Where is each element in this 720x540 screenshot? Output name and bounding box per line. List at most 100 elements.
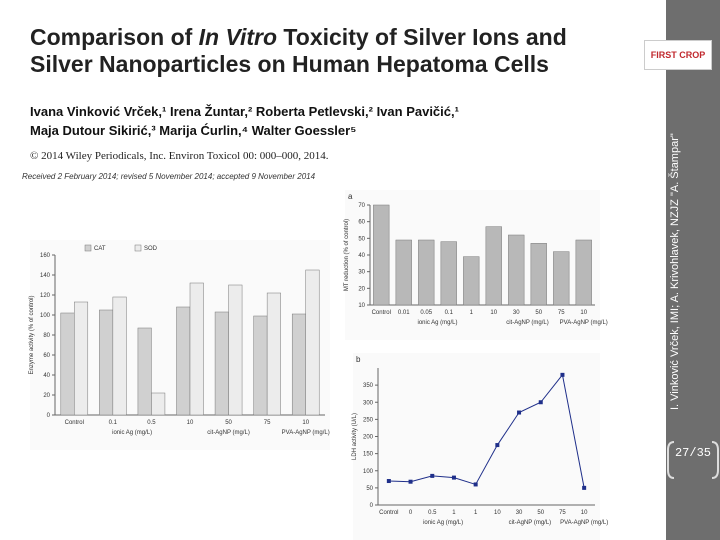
page-number: 27/35 — [674, 446, 711, 460]
y-tick-label: 10 — [358, 303, 365, 309]
y-tick-label: 200 — [363, 435, 374, 441]
y-axis-label: Enzyme activity (% of control) — [29, 295, 35, 374]
y-tick-label: 0 — [370, 503, 374, 509]
bar — [395, 239, 412, 306]
x-tick-label: 1 — [470, 310, 474, 316]
y-tick-label: 40 — [358, 253, 365, 259]
y-axis-label: LDH activity (U/L) — [352, 413, 358, 460]
x-tick-label: 50 — [537, 510, 544, 516]
x-tick-label: 0.1 — [445, 310, 454, 316]
y-tick-label: 350 — [363, 383, 374, 389]
logo-text: CROP — [679, 50, 706, 60]
bar — [189, 282, 204, 416]
x-tick-label: 10 — [581, 510, 588, 516]
bar — [508, 234, 525, 306]
y-axis-label: MT reduction (% of control) — [344, 219, 350, 291]
x-tick-label: 0.01 — [398, 310, 410, 316]
x-tick-label: Control — [65, 420, 84, 426]
y-tick-label: 20 — [358, 286, 365, 292]
x-tick-label: 50 — [535, 310, 542, 316]
group-label: cit-AgNP (mg/L) — [506, 320, 549, 326]
bar — [575, 239, 592, 306]
x-tick-label: 10 — [494, 510, 501, 516]
x-tick-label: 0.5 — [428, 510, 437, 516]
y-tick-label: 30 — [358, 270, 365, 276]
bar — [253, 315, 268, 416]
group-label: PVA-AgNP (mg/L) — [560, 320, 608, 326]
bar — [463, 256, 480, 306]
y-tick-label: 20 — [43, 393, 50, 399]
y-tick-label: 80 — [43, 333, 50, 339]
bar — [530, 243, 547, 306]
bar — [418, 239, 435, 306]
x-tick-label: 10 — [187, 420, 194, 426]
marker — [495, 443, 500, 448]
x-tick-label: 10 — [490, 310, 497, 316]
y-tick-label: 140 — [40, 273, 51, 279]
chart-frame — [353, 353, 600, 540]
x-tick-label: 1 — [452, 510, 456, 516]
marker — [386, 479, 391, 484]
bar — [74, 301, 89, 416]
panel-label: a — [348, 192, 353, 201]
bar — [99, 309, 114, 416]
y-tick-label: 0 — [47, 413, 51, 419]
bar — [440, 241, 457, 306]
bar — [228, 284, 243, 416]
received: Received 2 February 2014; revised 5 Nove… — [22, 172, 316, 181]
legend-label: CAT — [94, 246, 106, 252]
group-label: PVA-AgNP (mg/L) — [560, 520, 608, 526]
x-tick-label: 50 — [225, 420, 232, 426]
bar — [214, 311, 229, 416]
title-part: Toxicity of Silver Ions and — [277, 24, 567, 50]
authors: Ivana Vinković Vrček,¹ Irena Žuntar,² Ro… — [30, 104, 459, 119]
group-label: cit-AgNP (mg/L) — [509, 520, 552, 526]
x-tick-label: 0.05 — [420, 310, 432, 316]
bar — [176, 306, 191, 416]
group-label: ionic Ag (mg/L) — [417, 320, 457, 326]
x-tick-label: 0 — [409, 510, 413, 516]
legend-swatch — [84, 244, 92, 252]
x-tick-label: Control — [379, 510, 398, 516]
y-tick-label: 40 — [43, 373, 50, 379]
panel-label: b — [356, 355, 361, 364]
bar — [373, 204, 390, 306]
x-tick-label: Control — [372, 310, 391, 316]
x-tick-label: 0.1 — [109, 420, 118, 426]
title: Comparison of In Vitro Toxicity of Silve… — [30, 24, 567, 78]
x-tick-label: 75 — [559, 510, 566, 516]
x-tick-label: 10 — [580, 310, 587, 316]
x-tick-label: 0.5 — [147, 420, 156, 426]
y-tick-label: 100 — [40, 313, 51, 319]
logo-text: FIRST — [650, 50, 677, 60]
bar — [291, 313, 306, 416]
x-tick-label: 10 — [302, 420, 309, 426]
page-brackets — [667, 441, 719, 479]
y-tick-label: 160 — [40, 253, 51, 259]
y-tick-label: 250 — [363, 417, 374, 423]
authors: Maja Dutour Sikirić,³ Marija Ćurlin,⁴ Wa… — [30, 123, 357, 138]
title-part: In Vitro — [198, 24, 278, 50]
marker — [517, 410, 522, 415]
group-label: cit-AgNP (mg/L) — [207, 430, 250, 436]
y-tick-label: 60 — [358, 220, 365, 226]
marker — [560, 372, 565, 377]
title-part: Silver Nanoparticles on Human Hepatoma C… — [30, 51, 549, 77]
bar — [60, 312, 75, 416]
marker — [473, 482, 478, 487]
sidebar — [666, 0, 720, 540]
y-tick-label: 100 — [363, 469, 374, 475]
x-tick-label: 1 — [474, 510, 478, 516]
marker — [430, 473, 435, 478]
y-tick-label: 120 — [40, 293, 51, 299]
logo: FIRST CROP — [644, 40, 712, 70]
line — [388, 373, 585, 488]
bar — [305, 269, 320, 416]
x-tick-label: 30 — [513, 310, 520, 316]
y-tick-label: 60 — [43, 353, 50, 359]
bar — [112, 296, 127, 416]
bar — [266, 292, 281, 416]
y-tick-label: 150 — [363, 452, 374, 458]
